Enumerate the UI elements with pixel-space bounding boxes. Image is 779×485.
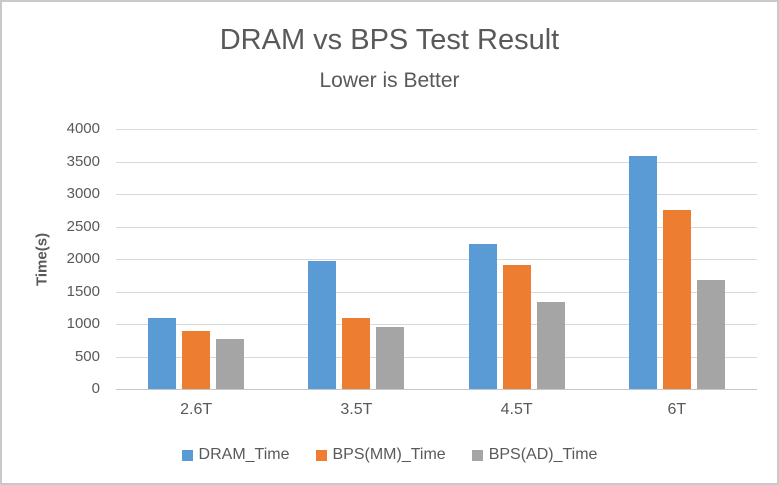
gridline [116, 324, 757, 325]
legend-swatch-icon [315, 449, 327, 461]
plot-area [116, 129, 757, 390]
y-tick-label: 3000 [66, 185, 100, 202]
legend-item-BPS(AD)_Time: BPS(AD)_Time [471, 446, 598, 464]
chart-title: DRAM vs BPS Test Result [219, 24, 560, 56]
bar-group-6T [597, 129, 757, 389]
gridline [116, 259, 757, 260]
bar-BPS(AD)_Time-6T [696, 280, 725, 389]
legend: DRAM_Time BPS(MM)_Time BPS(AD)_Time [2, 446, 777, 464]
y-tick-label: 0 [91, 380, 100, 397]
legend-label: BPS(AD)_Time [488, 446, 598, 463]
bar-DRAM_Time-3.5T [308, 260, 337, 389]
gridline [116, 194, 757, 195]
gridline [116, 129, 757, 130]
bar-group-2.6T [116, 129, 276, 389]
bar-BPS(MM)_Time-2.6T [182, 331, 211, 389]
bar-DRAM_Time-6T [628, 155, 657, 389]
bar-BPS(AD)_Time-2.6T [216, 338, 245, 389]
gridline [116, 161, 757, 163]
legend-label: BPS(MM)_Time [332, 446, 446, 463]
chart-subtitle: Lower is Better [319, 69, 460, 92]
bar-group-4.5T [437, 129, 597, 389]
x-tick-label-4.5T: 4.5T [500, 401, 533, 418]
bar-BPS(MM)_Time-4.5T [502, 264, 531, 389]
x-axis-tick-labels: 2.6T 3.5T 4.5T 6T [116, 401, 757, 419]
gridline [116, 226, 757, 228]
y-tick-label: 2000 [66, 250, 100, 267]
x-tick-label-6T: 6T [667, 401, 687, 418]
y-tick-label: 500 [74, 347, 100, 365]
x-tick-label-3.5T: 3.5T [340, 401, 373, 418]
bar-BPS(AD)_Time-4.5T [536, 301, 565, 389]
legend-swatch-icon [471, 449, 483, 461]
bar-DRAM_Time-4.5T [468, 244, 497, 389]
bar-group-3.5T [276, 129, 436, 389]
y-tick-label: 1000 [66, 315, 100, 332]
bar-groups [116, 129, 757, 389]
legend-label: DRAM_Time [198, 446, 290, 463]
legend-item-BPS(MM)_Time: BPS(MM)_Time [315, 446, 446, 464]
legend-item-DRAM_Time: DRAM_Time [181, 446, 290, 464]
bar-BPS(MM)_Time-6T [662, 210, 691, 389]
legend-swatch-icon [181, 449, 193, 461]
y-axis-tick-labels: 0 500 1000 1500 2000 2500 3000 3500 4000 [42, 120, 100, 397]
x-tick-label-2.6T: 2.6T [180, 401, 213, 418]
bar-DRAM_Time-2.6T [148, 318, 177, 389]
bar-BPS(MM)_Time-3.5T [342, 318, 371, 389]
gridline [116, 291, 757, 293]
gridline [116, 356, 757, 358]
y-tick-label: 2500 [66, 217, 100, 235]
y-tick-label: 4000 [66, 120, 100, 137]
bar-BPS(AD)_Time-3.5T [376, 326, 405, 389]
y-tick-label: 1500 [66, 282, 100, 300]
y-tick-label: 3500 [66, 152, 100, 170]
